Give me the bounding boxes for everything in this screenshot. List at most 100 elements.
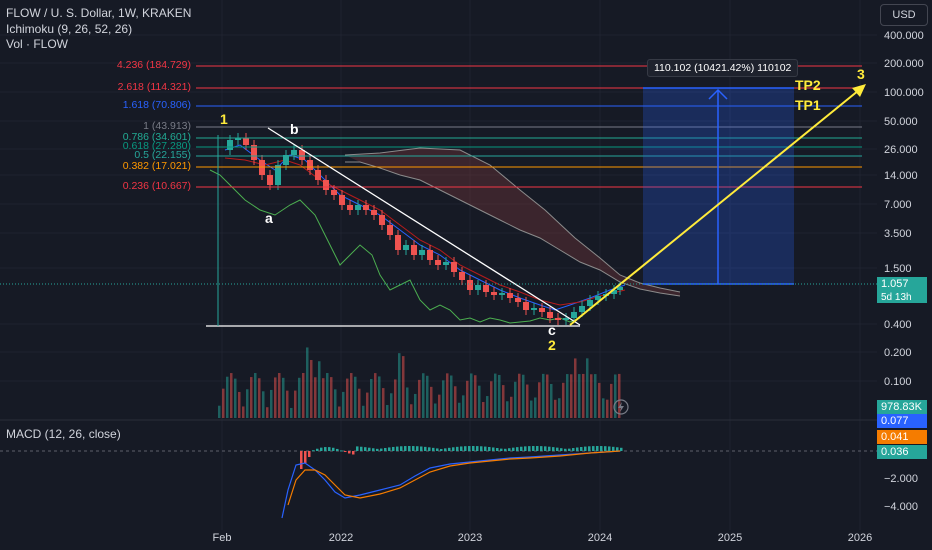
macd-tick: −2.000 (884, 473, 918, 485)
candle-body (507, 293, 513, 298)
volume-bar (430, 386, 433, 418)
histogram-bar (344, 451, 347, 453)
volume-bar (338, 406, 341, 418)
kijun-line (224, 157, 626, 306)
current-price-tag: 1.057 (877, 277, 927, 291)
time-axis: Feb 2022 2023 2024 2025 2026 (213, 532, 873, 544)
volume-bar (434, 403, 437, 418)
candle-body (323, 180, 329, 190)
candle-body (499, 293, 505, 295)
volume-bar (406, 387, 409, 418)
macd-tick: −4.000 (884, 501, 918, 513)
candle-body (275, 165, 281, 185)
histogram-bar (392, 446, 395, 451)
symbol-title[interactable]: FLOW / U. S. Dollar, 1W, KRAKEN (6, 6, 192, 20)
candle-body (547, 312, 553, 318)
volume-bar (578, 374, 581, 418)
volume-bar (450, 375, 453, 418)
histogram-bar (380, 448, 383, 451)
candle-body (595, 296, 601, 300)
volume-bar (318, 361, 321, 418)
histogram-bar (376, 448, 379, 451)
wave-label-a: a (265, 210, 273, 226)
histogram-bar (456, 446, 459, 451)
volume-bar (414, 393, 417, 418)
volume-bar (446, 373, 449, 418)
price-tick: 7.000 (884, 199, 912, 211)
histogram-bar (500, 448, 503, 451)
histogram-bar (336, 448, 339, 451)
volume-bar (290, 407, 293, 418)
histogram-bar (420, 446, 423, 451)
histogram-bar (592, 446, 595, 451)
fib-label: 1 (43.913) (143, 120, 191, 132)
histogram-bar (428, 447, 431, 451)
candle-body (243, 138, 249, 145)
volume-bar (466, 380, 469, 418)
histogram-bar (588, 446, 591, 451)
time-tick: 2023 (458, 532, 482, 544)
tp1-label: TP1 (795, 97, 821, 113)
volume-bar (518, 373, 521, 418)
volume-bar (394, 379, 397, 418)
volume-bar (482, 402, 485, 418)
histogram-bar (536, 446, 539, 451)
candle-body (251, 145, 257, 160)
histogram-bar (608, 446, 611, 451)
candle-body (363, 205, 369, 210)
volume-bar (246, 389, 249, 418)
currency-button[interactable]: USD (880, 4, 928, 26)
volume-legend[interactable]: Vol · FLOW (6, 37, 69, 51)
volume-bar (346, 378, 349, 418)
volume-bar (562, 382, 565, 418)
candle-body (235, 138, 241, 140)
histogram-bar (532, 446, 535, 451)
candle-body (227, 140, 233, 150)
volume-bar (350, 373, 353, 418)
projection-arrow-head (852, 84, 866, 97)
histogram-bar (400, 446, 403, 451)
candle-body (451, 262, 457, 272)
histogram-bar (584, 446, 587, 451)
volume-bar (542, 373, 545, 418)
histogram-bar (504, 448, 507, 451)
macd-title[interactable]: MACD (12, 26, close) (6, 427, 121, 441)
histogram-bar (368, 447, 371, 451)
histogram-bar (316, 448, 319, 451)
price-tick: 0.400 (884, 319, 912, 331)
histogram-bar (548, 446, 551, 451)
volume-bar (586, 358, 589, 418)
histogram-bar (340, 450, 343, 452)
volume-bar (602, 398, 605, 418)
histogram-bar (332, 447, 335, 451)
price-tick: 26.000 (884, 144, 918, 156)
price-tick: 100.000 (884, 87, 924, 99)
histogram-value-tag: 0.036 (877, 445, 927, 459)
histogram-bar (460, 446, 463, 451)
candle-body (419, 250, 425, 255)
candle-body (531, 308, 537, 310)
candle-body (315, 170, 321, 180)
volume-bar (274, 377, 277, 418)
candle-body (387, 225, 393, 235)
candle-body (571, 312, 577, 318)
volume-bar (594, 374, 597, 418)
volume-bar (458, 402, 461, 418)
volume-bar (238, 391, 241, 418)
volume-bar (354, 376, 357, 418)
volume-bar (234, 378, 237, 418)
histogram-bar (416, 446, 419, 451)
histogram-bar (324, 447, 327, 451)
price-tick: 3.500 (884, 228, 912, 240)
histogram-bar (572, 448, 575, 451)
histogram-bar (304, 451, 307, 463)
histogram-bar (396, 446, 399, 451)
ichimoku-legend[interactable]: Ichimoku (9, 26, 52, 26) (6, 22, 133, 36)
histogram-bar (524, 446, 527, 451)
senkou-b-line (345, 161, 681, 297)
candle-body (403, 245, 409, 250)
histogram-bar (488, 446, 491, 451)
volume-bar (546, 374, 549, 418)
histogram-bar (564, 448, 567, 451)
